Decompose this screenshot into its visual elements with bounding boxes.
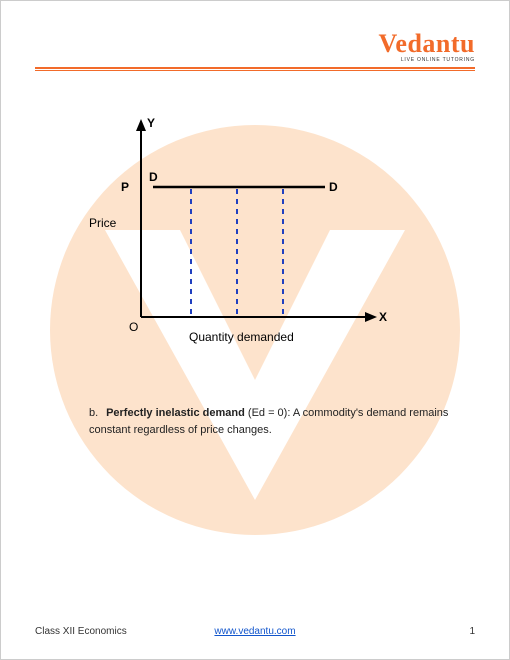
brand-tagline: LIVE ONLINE TUTORING xyxy=(35,57,475,63)
x-axis-label: X xyxy=(379,310,387,324)
item-index: b. xyxy=(89,405,103,422)
term-bold: Perfectly inelastic demand xyxy=(106,407,245,419)
quantity-axis-label: Quantity demanded xyxy=(189,330,294,344)
answer-paragraph: b. Perfectly inelastic demand (Ed = 0): … xyxy=(89,405,449,438)
header-rule-thick xyxy=(35,67,475,69)
page-number: 1 xyxy=(469,626,475,637)
p-label: P xyxy=(121,180,129,194)
price-axis-label: Price xyxy=(89,216,117,230)
origin-label: O xyxy=(129,320,138,334)
page-header: Vedantu LIVE ONLINE TUTORING xyxy=(35,29,475,71)
formula: (Ed = 0) xyxy=(248,407,287,419)
demand-chart: Y X O P D D Price Quantity demanded xyxy=(71,107,391,357)
d-label-left: D xyxy=(149,170,158,184)
brand-logo: Vedantu LIVE ONLINE TUTORING xyxy=(35,29,475,63)
document-page: Vedantu LIVE ONLINE TUTORING Y X O P D D xyxy=(0,0,510,660)
page-footer: Class XII Economics www.vedantu.com 1 xyxy=(35,626,475,637)
footer-link[interactable]: www.vedantu.com xyxy=(214,626,295,637)
d-label-right: D xyxy=(329,180,338,194)
brand-name: Vedantu xyxy=(35,29,475,59)
header-rule-thin xyxy=(35,70,475,71)
footer-left: Class XII Economics xyxy=(35,626,127,637)
y-axis-label: Y xyxy=(147,116,155,130)
